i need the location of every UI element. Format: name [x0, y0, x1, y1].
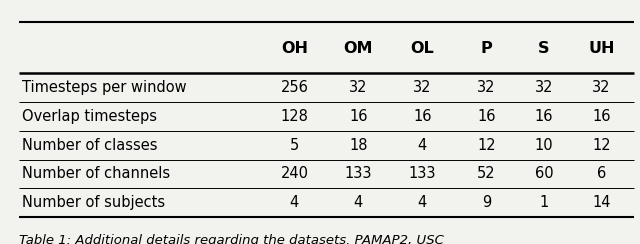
Text: Overlap timesteps: Overlap timesteps [22, 109, 157, 124]
Text: Timesteps per window: Timesteps per window [22, 80, 187, 95]
Text: 16: 16 [413, 109, 431, 124]
Text: Number of classes: Number of classes [22, 138, 158, 153]
Text: 60: 60 [534, 166, 554, 182]
Text: 4: 4 [354, 195, 363, 210]
Text: 16: 16 [349, 109, 367, 124]
Text: 32: 32 [593, 80, 611, 95]
Text: 32: 32 [349, 80, 367, 95]
Text: 14: 14 [593, 195, 611, 210]
Text: 32: 32 [413, 80, 431, 95]
Text: 12: 12 [592, 138, 611, 153]
Text: S: S [538, 41, 550, 56]
Text: 256: 256 [280, 80, 308, 95]
Text: Number of channels: Number of channels [22, 166, 170, 182]
Text: Table 1: Additional details regarding the datasets. PAMAP2, USC: Table 1: Additional details regarding th… [19, 234, 444, 244]
Text: 16: 16 [477, 109, 495, 124]
Text: 133: 133 [345, 166, 372, 182]
Text: 52: 52 [477, 166, 496, 182]
Text: OM: OM [344, 41, 373, 56]
Text: 4: 4 [418, 195, 427, 210]
Text: 4: 4 [290, 195, 299, 210]
Text: 16: 16 [593, 109, 611, 124]
Text: 240: 240 [280, 166, 308, 182]
Text: OH: OH [281, 41, 308, 56]
Text: 10: 10 [534, 138, 554, 153]
Text: P: P [481, 41, 492, 56]
Text: 4: 4 [418, 138, 427, 153]
Text: 18: 18 [349, 138, 367, 153]
Text: OL: OL [410, 41, 435, 56]
Text: 6: 6 [597, 166, 606, 182]
Text: 16: 16 [535, 109, 553, 124]
Text: 9: 9 [482, 195, 491, 210]
Text: UH: UH [588, 41, 615, 56]
Text: 32: 32 [477, 80, 495, 95]
Text: 12: 12 [477, 138, 496, 153]
Text: 128: 128 [280, 109, 308, 124]
Text: 1: 1 [540, 195, 548, 210]
Text: 133: 133 [409, 166, 436, 182]
Text: 32: 32 [535, 80, 553, 95]
Text: Number of subjects: Number of subjects [22, 195, 166, 210]
Text: 5: 5 [290, 138, 299, 153]
